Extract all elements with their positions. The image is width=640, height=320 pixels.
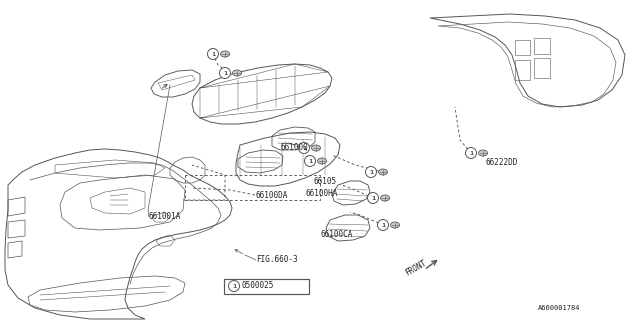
Text: 1: 1 <box>381 222 385 228</box>
Text: 1: 1 <box>211 52 215 57</box>
Text: FIG.660-3: FIG.660-3 <box>256 255 298 265</box>
Circle shape <box>465 148 477 158</box>
Circle shape <box>365 166 376 178</box>
Text: 1: 1 <box>369 170 373 174</box>
Text: 66100DA: 66100DA <box>255 190 287 199</box>
Text: 1: 1 <box>223 70 227 76</box>
Ellipse shape <box>390 222 399 228</box>
Text: 1: 1 <box>232 284 236 289</box>
Text: 0500025: 0500025 <box>241 281 273 290</box>
Ellipse shape <box>381 195 390 201</box>
Circle shape <box>228 281 239 292</box>
Ellipse shape <box>232 70 241 76</box>
Text: 66100HA: 66100HA <box>305 188 337 197</box>
Text: 661001A: 661001A <box>148 212 180 220</box>
Circle shape <box>367 193 378 204</box>
Circle shape <box>305 156 316 166</box>
Ellipse shape <box>479 150 488 156</box>
Text: 1: 1 <box>469 150 473 156</box>
Text: 66100CA: 66100CA <box>320 229 353 238</box>
Circle shape <box>378 220 388 230</box>
Circle shape <box>220 68 230 78</box>
Text: 1: 1 <box>308 158 312 164</box>
Text: 1: 1 <box>302 146 306 150</box>
Text: FRONT: FRONT <box>404 258 428 278</box>
Circle shape <box>207 49 218 60</box>
Ellipse shape <box>378 169 387 175</box>
Text: 66100Q: 66100Q <box>280 142 308 151</box>
Ellipse shape <box>317 158 326 164</box>
Circle shape <box>298 142 310 154</box>
Text: 66105: 66105 <box>313 177 336 186</box>
Text: 1: 1 <box>371 196 375 201</box>
Text: 66222DD: 66222DD <box>485 157 517 166</box>
Ellipse shape <box>221 51 230 57</box>
Ellipse shape <box>312 145 321 151</box>
Text: A660001784: A660001784 <box>538 305 580 311</box>
